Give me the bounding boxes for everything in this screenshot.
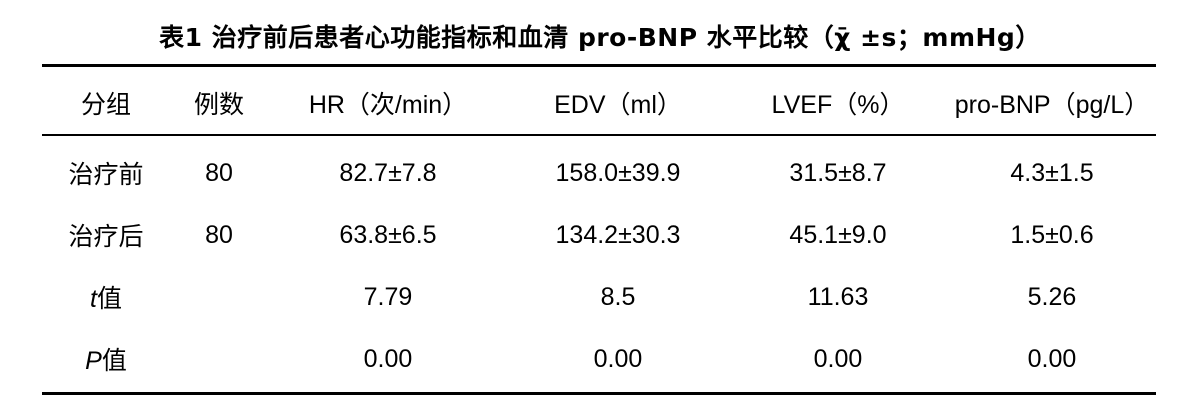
- cell-edv: 158.0±39.9: [555, 158, 681, 187]
- cell-lvef: 45.1±9.0: [789, 220, 887, 249]
- table-row: P值 0.00 0.00 0.00 0.00: [42, 328, 1156, 390]
- table-row: 治疗后 80 63.8±6.5 134.2±30.3 45.1±9.0 1.5±…: [42, 204, 1156, 266]
- cell-lvef: 31.5±8.7: [789, 158, 887, 187]
- row-label-t-value: t值: [42, 266, 170, 328]
- table-row: t值 7.79 8.5 11.63 5.26: [42, 266, 1156, 328]
- header-group: 分组: [80, 91, 131, 119]
- cell-count: 80: [205, 158, 233, 187]
- cell-edv: 8.5: [600, 282, 636, 311]
- cell-hr: 7.79: [363, 282, 413, 311]
- cell-edv: 0.00: [593, 344, 643, 373]
- cell-edv: 134.2±30.3: [555, 220, 681, 249]
- cell-hr: 63.8±6.5: [339, 220, 437, 249]
- header-count: 例数: [193, 91, 244, 119]
- cell-pro-bnp: 4.3±1.5: [1010, 158, 1094, 187]
- t-symbol: t: [90, 285, 97, 313]
- table-top-rule: [42, 64, 1156, 67]
- cell-hr: 0.00: [363, 344, 413, 373]
- t-suffix: 值: [96, 285, 122, 313]
- cell-count: [170, 266, 268, 328]
- p-suffix: 值: [101, 347, 127, 375]
- table-bottom-rule: [42, 392, 1156, 395]
- header-lvef: LVEF（%）: [771, 91, 905, 119]
- p-symbol: P: [85, 347, 102, 375]
- row-label: 治疗前: [68, 161, 144, 189]
- table-header-rule: [42, 134, 1156, 136]
- header-row: 分组 例数 HR（次/min） EDV（ml） LVEF（%） pro-BNP（…: [42, 74, 1156, 132]
- table-body: 治疗前 80 82.7±7.8 158.0±39.9 31.5±8.7 4.3±…: [42, 142, 1156, 390]
- header-hr: HR（次/min）: [308, 91, 468, 119]
- cell-pro-bnp: 5.26: [1027, 282, 1077, 311]
- row-label: 治疗后: [68, 223, 144, 251]
- cell-lvef: 11.63: [807, 282, 869, 311]
- header-pro-bnp: pro-BNP（pg/L）: [954, 91, 1150, 119]
- cell-count: [170, 328, 268, 390]
- table-header: 分组 例数 HR（次/min） EDV（ml） LVEF（%） pro-BNP（…: [42, 74, 1156, 132]
- cell-hr: 82.7±7.8: [339, 158, 437, 187]
- cell-pro-bnp: 1.5±0.6: [1010, 220, 1094, 249]
- cell-lvef: 0.00: [813, 344, 863, 373]
- table-caption: 表1 治疗前后患者心功能指标和血清 pro-BNP 水平比较（χ̄ ±s；mmH…: [159, 23, 1041, 52]
- table-row: 治疗前 80 82.7±7.8 158.0±39.9 31.5±8.7 4.3±…: [42, 142, 1156, 204]
- header-edv: EDV（ml）: [554, 91, 682, 119]
- cell-count: 80: [205, 220, 233, 249]
- row-label-p-value: P值: [42, 328, 170, 390]
- cell-pro-bnp: 0.00: [1027, 344, 1077, 373]
